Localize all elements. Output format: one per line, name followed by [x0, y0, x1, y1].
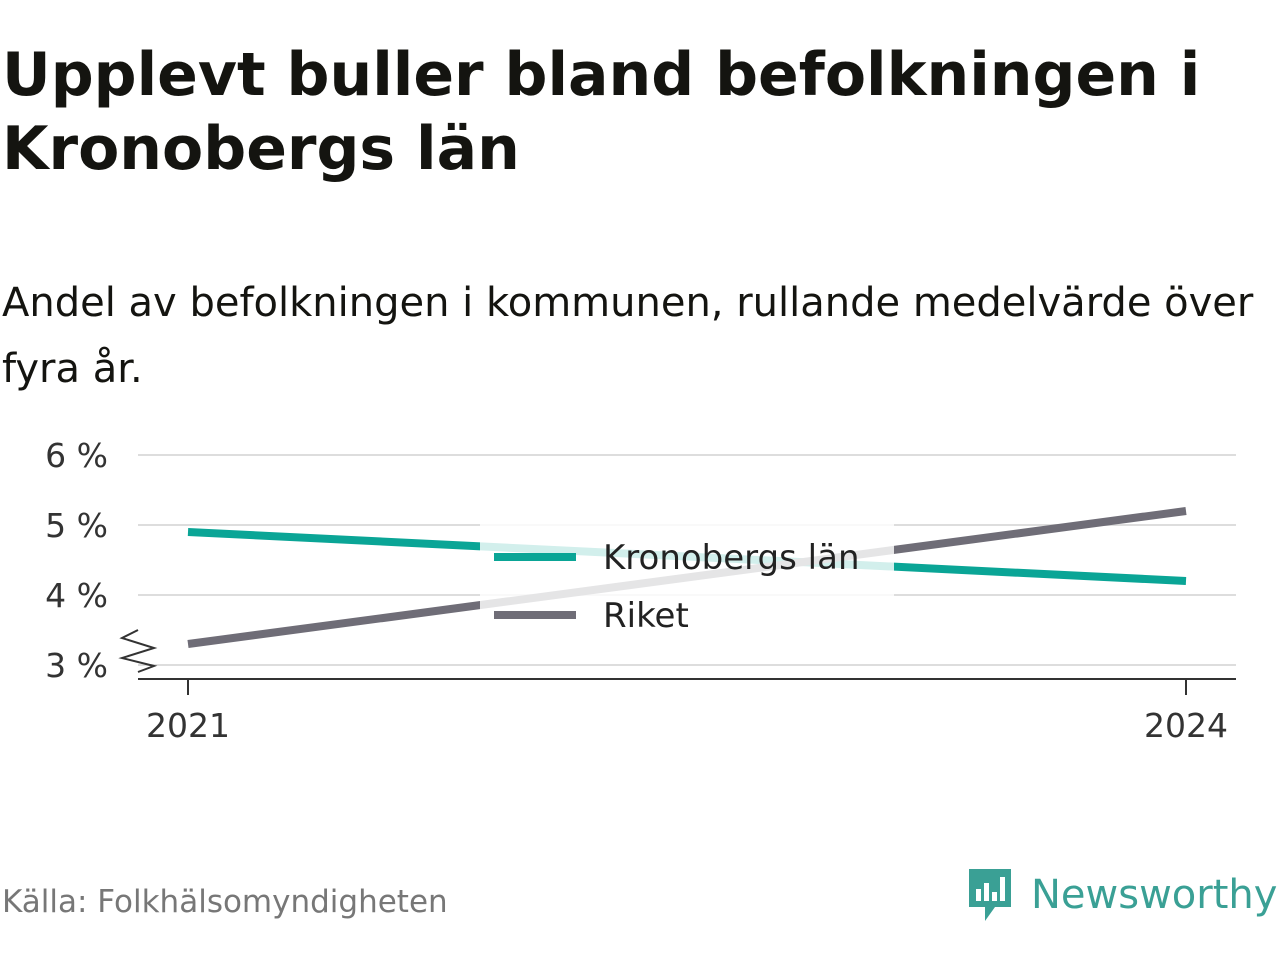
chart-title: Upplevt buller bland befolkningen i Kron…: [2, 40, 1201, 184]
brand-name: Newsworthy: [1031, 872, 1278, 918]
y-tick-label: 6 %: [45, 436, 108, 475]
legend-background: [480, 523, 894, 645]
chart-subtitle: Andel av befolkningen i kommunen, rullan…: [2, 280, 1254, 392]
legend-label: Kronobergs län: [603, 538, 860, 578]
y-tick-label: 5 %: [45, 506, 108, 545]
y-tick-label: 4 %: [45, 576, 108, 615]
line-chart: 3 % 4 % 5 % 6 % 2021 2024 Kronobergs län Rike…: [45, 436, 1236, 745]
legend: Kronobergs län Riket: [480, 523, 894, 645]
source-note: Källa: Folkhälsomyndigheten: [2, 884, 448, 920]
axis-break-icon: [118, 629, 158, 673]
newsworthy-logo-icon: [969, 869, 1011, 921]
x-axis: 2021 2024: [138, 678, 1236, 745]
y-axis-ticks: 3 % 4 % 5 % 6 %: [45, 436, 158, 685]
y-tick-label: 3 %: [45, 646, 108, 685]
x-tick-label: 2021: [146, 706, 230, 745]
legend-label: Riket: [603, 596, 689, 636]
x-tick-label: 2024: [1144, 706, 1228, 745]
brand-logo: Newsworthy: [965, 862, 1277, 928]
